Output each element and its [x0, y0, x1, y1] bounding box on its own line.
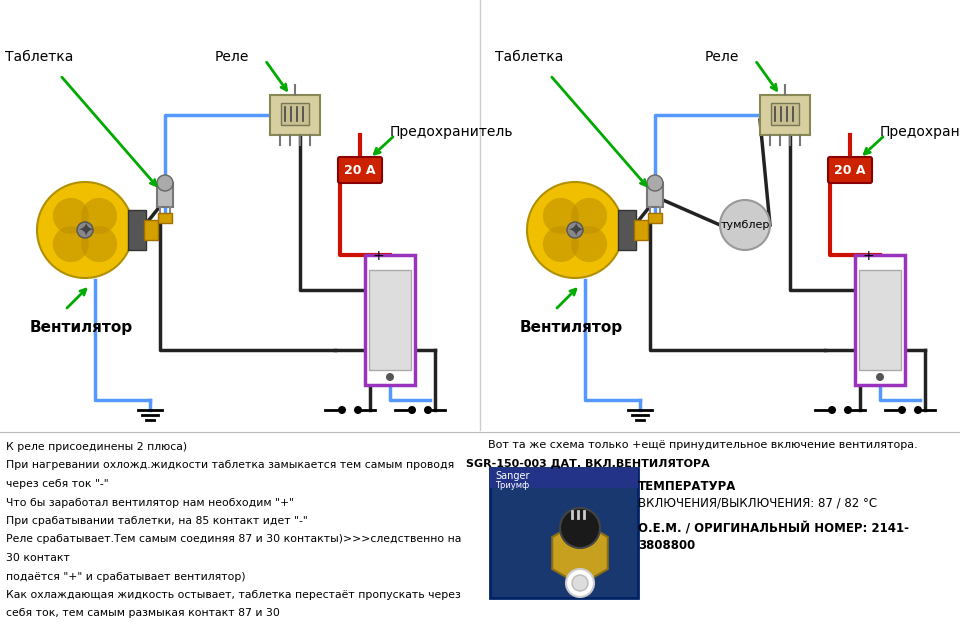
Bar — [771, 103, 799, 125]
Text: 3808800: 3808800 — [638, 539, 695, 552]
Circle shape — [354, 406, 362, 414]
Circle shape — [898, 406, 906, 414]
Circle shape — [914, 406, 922, 414]
Circle shape — [408, 406, 416, 414]
Text: Вот та же схема только +ещё принудительное включение вентилятора.: Вот та же схема только +ещё принудительн… — [488, 440, 918, 450]
Text: 30 контакт: 30 контакт — [6, 553, 70, 563]
Bar — [144, 220, 158, 240]
Text: Таблетка: Таблетка — [5, 50, 73, 64]
Text: себя ток, тем самым размыкая контакт 87 и 30: себя ток, тем самым размыкая контакт 87 … — [6, 609, 280, 619]
Circle shape — [572, 575, 588, 591]
Text: Предохранитель: Предохранитель — [390, 125, 514, 139]
Bar — [128, 210, 146, 250]
Bar — [618, 210, 636, 250]
Circle shape — [53, 198, 89, 234]
Circle shape — [567, 222, 583, 238]
Circle shape — [876, 373, 884, 381]
Bar — [760, 95, 810, 135]
Bar — [648, 213, 662, 223]
Circle shape — [157, 175, 173, 191]
Text: Что бы заработал вентилятор нам необходим "+": Что бы заработал вентилятор нам необходи… — [6, 498, 294, 508]
Text: При срабатывании таблетки, на 85 контакт идет "-": При срабатывании таблетки, на 85 контакт… — [6, 516, 308, 526]
Circle shape — [527, 182, 623, 278]
Bar — [634, 220, 648, 240]
Text: Вентилятор: Вентилятор — [30, 320, 133, 335]
Text: +: + — [862, 249, 874, 263]
Text: ТЕМПЕРАТУРА: ТЕМПЕРАТУРА — [638, 480, 736, 493]
Circle shape — [560, 508, 600, 548]
Text: Как охлаждающая жидкость остывает, таблетка перестаёт пропускать через: Как охлаждающая жидкость остывает, табле… — [6, 590, 461, 600]
Text: ВКЛЮЧЕНИЯ/ВЫКЛЮЧЕНИЯ: 87 / 82 °C: ВКЛЮЧЕНИЯ/ВЫКЛЮЧЕНИЯ: 87 / 82 °C — [638, 497, 877, 510]
Circle shape — [647, 175, 663, 191]
Circle shape — [720, 200, 770, 250]
Circle shape — [77, 222, 93, 238]
Circle shape — [53, 226, 89, 262]
Text: 20 А: 20 А — [834, 164, 866, 176]
Bar — [158, 213, 172, 223]
Text: +: + — [372, 249, 384, 263]
FancyBboxPatch shape — [338, 157, 382, 183]
Text: ✦: ✦ — [77, 220, 93, 239]
Bar — [490, 468, 638, 488]
Text: К реле присоединены 2 плюса): К реле присоединены 2 плюса) — [6, 442, 187, 452]
Text: Таблетка: Таблетка — [495, 50, 564, 64]
Bar — [157, 183, 173, 207]
Bar — [365, 255, 415, 385]
Bar — [270, 95, 320, 135]
Text: через себя ток "-": через себя ток "-" — [6, 479, 108, 489]
Circle shape — [542, 226, 579, 262]
Text: Реле срабатывает.Тем самым соединяя 87 и 30 контакты)>>>следственно на: Реле срабатывает.Тем самым соединяя 87 и… — [6, 534, 462, 544]
Text: Триумф: Триумф — [495, 481, 529, 490]
Text: Sanger: Sanger — [495, 471, 530, 481]
Circle shape — [828, 406, 836, 414]
Circle shape — [37, 182, 133, 278]
Circle shape — [338, 406, 346, 414]
Circle shape — [82, 226, 117, 262]
Bar — [647, 183, 663, 207]
Text: При нагревании охложд.жидкости таблетка замыкается тем самым проводя: При нагревании охложд.жидкости таблетка … — [6, 461, 454, 471]
Text: 20 А: 20 А — [345, 164, 375, 176]
Circle shape — [566, 569, 594, 597]
Text: подаётся "+" и срабатывает вентилятор): подаётся "+" и срабатывает вентилятор) — [6, 571, 246, 581]
Circle shape — [424, 406, 432, 414]
Circle shape — [82, 198, 117, 234]
Bar — [859, 270, 901, 370]
Text: О.Е.М. / ОРИГИНАЛЬНЫЙ НОМЕР: 2141-: О.Е.М. / ОРИГИНАЛЬНЫЙ НОМЕР: 2141- — [638, 522, 909, 535]
Circle shape — [571, 198, 607, 234]
Circle shape — [571, 226, 607, 262]
Bar — [369, 270, 411, 370]
Bar — [490, 468, 638, 598]
Text: SGR-150-003 ДАТ. ВКЛ.ВЕНТИЛЯТОРА: SGR-150-003 ДАТ. ВКЛ.ВЕНТИЛЯТОРА — [467, 458, 709, 468]
Bar — [281, 103, 309, 125]
Circle shape — [844, 406, 852, 414]
Text: Предохранитель: Предохранитель — [880, 125, 960, 139]
Circle shape — [542, 198, 579, 234]
Text: Реле: Реле — [705, 50, 739, 64]
Text: ✦: ✦ — [566, 220, 583, 239]
Text: Реле: Реле — [215, 50, 250, 64]
FancyBboxPatch shape — [828, 157, 872, 183]
Text: тумблер: тумблер — [720, 220, 770, 230]
Text: Вентилятор: Вентилятор — [520, 320, 623, 335]
Circle shape — [386, 373, 394, 381]
Bar — [855, 255, 905, 385]
